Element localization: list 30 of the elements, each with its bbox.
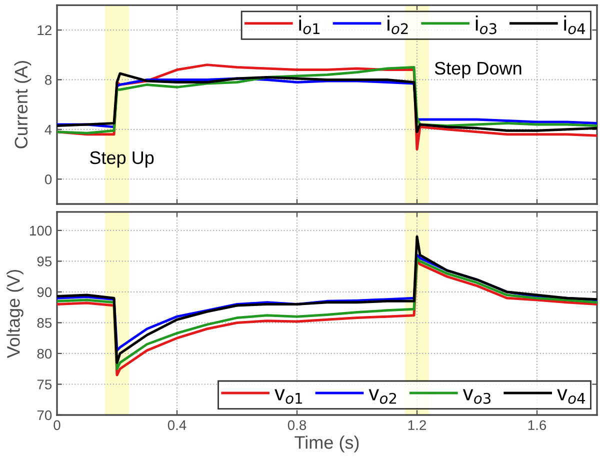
x-axis-title: Time (s) [294, 436, 359, 452]
y-tick-label: 95 [37, 256, 52, 266]
y-tick-label: 8 [45, 75, 52, 85]
x-tick-label: 0 [54, 420, 60, 430]
legend-label: i$_{o3}$ [476, 15, 496, 34]
y-axis-title: Current (A) [14, 61, 32, 148]
y-tick-label: 75 [37, 380, 52, 390]
x-tick-label: 1.2 [408, 420, 426, 430]
y-tick-label: 4 [44, 124, 52, 134]
annotation: Step Up [90, 151, 154, 168]
legend-label: v$_{o2}$ [368, 389, 396, 404]
annotation: Step Down [434, 62, 522, 78]
x-tick-label: 0.8 [288, 420, 306, 430]
y-tick-label: 85 [37, 318, 52, 328]
legend-label: v$_{o4}$ [557, 389, 585, 404]
x-tick-label: 0.4 [168, 420, 186, 430]
y-tick-label: 0 [44, 174, 52, 184]
legend-label: v$_{o1}$ [274, 389, 302, 404]
y-tick-label: 12 [38, 25, 52, 36]
x-tick-label: 1.6 [528, 420, 546, 430]
legend-label: v$_{o3}$ [462, 389, 490, 404]
y-axis-title: Voltage (V) [6, 270, 24, 358]
legend-label: i$_{o4}$ [564, 15, 586, 34]
y-tick-label: 90 [37, 287, 52, 298]
y-tick-label: 70 [37, 410, 52, 420]
legend-label: i$_{o1}$ [299, 15, 320, 34]
y-tick-label: 80 [37, 348, 52, 359]
line-series [57, 235, 597, 364]
y-tick-label: 100 [30, 226, 52, 236]
legend-label: i$_{o2}$ [388, 15, 408, 34]
